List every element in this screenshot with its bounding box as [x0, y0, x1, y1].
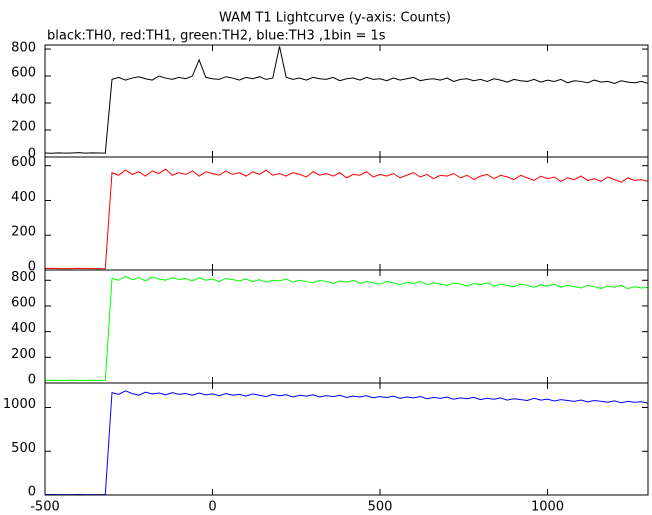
panel-frame — [44, 44, 649, 158]
y-tick-label: 0 — [28, 373, 36, 388]
x-tick-label: -500 — [30, 500, 60, 515]
y-tick-label: 200 — [11, 347, 36, 362]
y-tick-label: 1000 — [3, 397, 36, 412]
y-tick-label: 0 — [28, 260, 36, 275]
y-tick-label: 400 — [11, 93, 36, 108]
y-tick-label: 200 — [11, 120, 36, 135]
panel-frame — [44, 269, 649, 384]
y-tick-label: 400 — [11, 321, 36, 336]
y-tick-label: 0 — [28, 485, 36, 500]
y-tick-label: 800 — [11, 41, 36, 56]
y-tick-label: 600 — [11, 66, 36, 81]
light-curve — [44, 46, 649, 154]
panel-frame — [44, 382, 649, 496]
x-tick-label: 1000 — [531, 500, 564, 515]
y-tick-label: 400 — [11, 190, 36, 205]
light-curve — [44, 168, 649, 270]
y-tick-label: 500 — [11, 441, 36, 456]
light-curve — [44, 275, 649, 382]
y-tick-label: 200 — [11, 225, 36, 240]
y-tick-label: 600 — [11, 295, 36, 310]
chart-subtitle: black:TH0, red:TH1, green:TH2, blue:TH3 … — [47, 29, 386, 44]
chart-title: WAM T1 Lightcurve (y-axis: Counts) — [219, 11, 451, 26]
panel-frame — [44, 156, 649, 271]
y-tick-label: 800 — [11, 270, 36, 285]
x-tick-label: 0 — [208, 500, 216, 515]
y-tick-label: 600 — [11, 155, 36, 170]
x-tick-label: 500 — [368, 500, 393, 515]
light-curve — [44, 390, 649, 496]
y-tick-label: 0 — [28, 147, 36, 162]
